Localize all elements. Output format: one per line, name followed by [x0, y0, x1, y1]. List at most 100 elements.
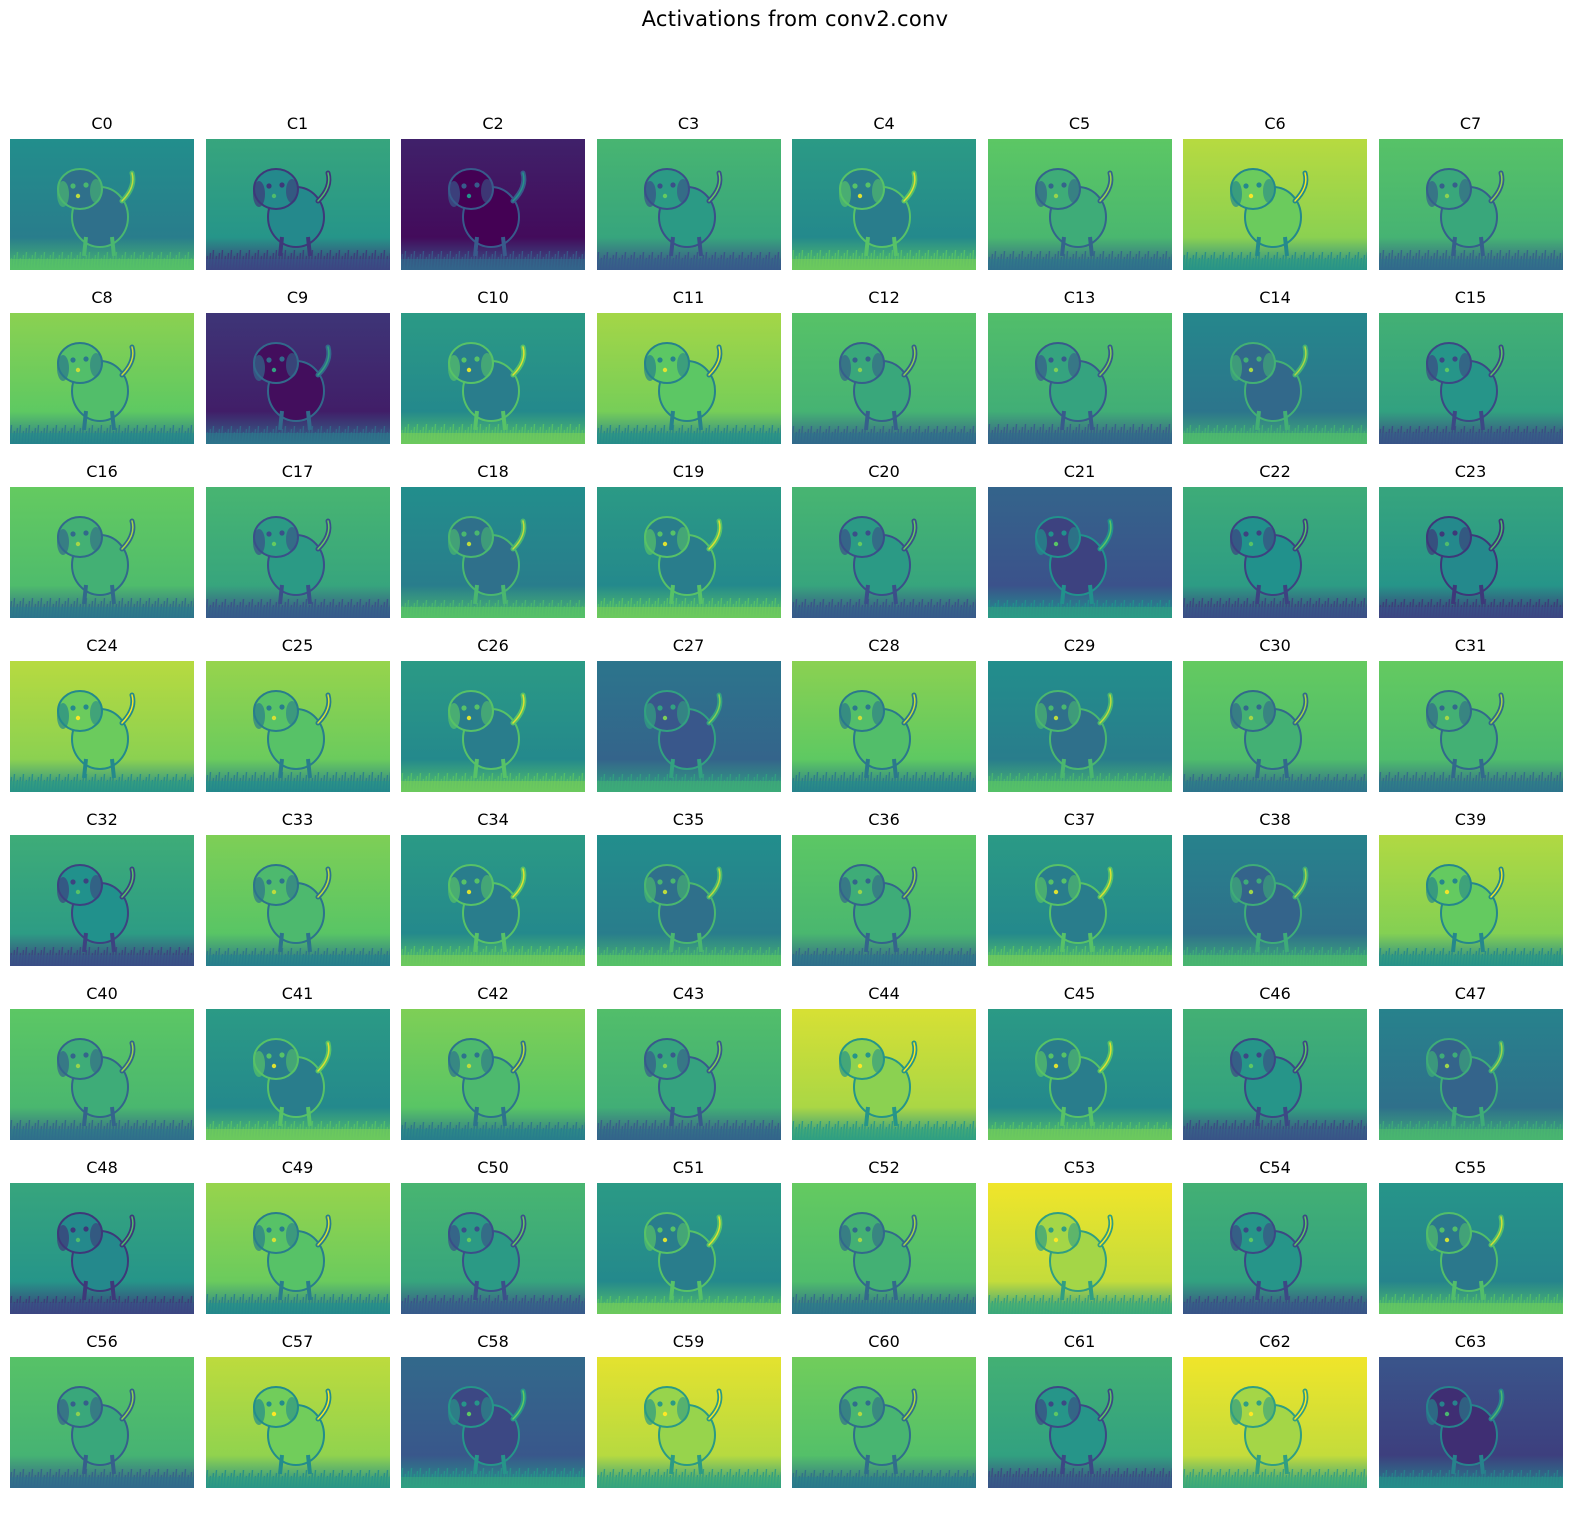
activation-map-image — [596, 487, 781, 618]
activation-map-panel: C46 — [1183, 983, 1367, 1143]
activation-map-panel: C17 — [205, 461, 390, 621]
activation-map-panel: C7 — [1378, 113, 1563, 273]
panel-title: C59 — [672, 1332, 705, 1351]
activation-map-panel: C39 — [1378, 809, 1563, 969]
panel-title: C62 — [1259, 1332, 1291, 1351]
activation-map-panel: C18 — [401, 461, 585, 621]
panel-title: C51 — [672, 1158, 705, 1177]
activation-map-panel: C44 — [792, 983, 976, 1143]
panel-title: C5 — [1068, 114, 1091, 133]
panel-title: C50 — [477, 1158, 509, 1177]
activation-map-panel: C28 — [792, 635, 976, 795]
activation-map-panel: C10 — [401, 287, 585, 447]
activation-map-image — [205, 1183, 390, 1314]
activation-map-image — [205, 661, 390, 792]
panel-title: C33 — [281, 810, 314, 829]
activation-map-panel: C45 — [987, 983, 1172, 1143]
panel-title: C56 — [86, 1332, 118, 1351]
activation-map-image — [1183, 1357, 1367, 1488]
activation-map-panel: C26 — [401, 635, 585, 795]
activation-map-panel: C32 — [10, 809, 194, 969]
activation-map-panel: C42 — [401, 983, 585, 1143]
activation-map-image — [401, 139, 585, 270]
activation-map-panel: C56 — [10, 1331, 194, 1491]
panel-title: C6 — [1264, 114, 1286, 133]
activation-map-panel: C30 — [1183, 635, 1367, 795]
activation-map-image — [401, 1183, 585, 1314]
activation-map-image — [401, 661, 585, 792]
activation-map-panel: C27 — [596, 635, 781, 795]
activation-map-image — [792, 835, 976, 966]
panel-title: C28 — [868, 636, 900, 655]
activation-map-panel: C48 — [10, 1157, 194, 1317]
activation-map-image — [401, 1357, 585, 1488]
activation-map-image — [1378, 835, 1563, 966]
activation-map-image — [1378, 661, 1563, 792]
panel-title: C63 — [1454, 1332, 1487, 1351]
activation-map-panel: C29 — [987, 635, 1172, 795]
panel-title: C3 — [677, 114, 700, 133]
activation-map-panel: C40 — [10, 983, 194, 1143]
activation-map-image — [401, 487, 585, 618]
activation-map-image — [205, 487, 390, 618]
panel-title: C57 — [281, 1332, 314, 1351]
activation-map-image — [205, 835, 390, 966]
activation-map-image — [987, 1357, 1172, 1488]
activation-map-panel: C63 — [1378, 1331, 1563, 1491]
panel-title: C46 — [1259, 984, 1291, 1003]
panel-title: C25 — [281, 636, 314, 655]
activation-map-image — [401, 313, 585, 444]
activation-map-image — [10, 313, 194, 444]
activation-map-image — [792, 661, 976, 792]
panel-title: C1 — [286, 114, 309, 133]
activation-map-panel: C43 — [596, 983, 781, 1143]
panel-title: C11 — [672, 288, 705, 307]
activation-map-image — [1378, 1183, 1563, 1314]
activation-map-panel: C16 — [10, 461, 194, 621]
activation-map-image — [987, 487, 1172, 618]
panel-title: C9 — [286, 288, 309, 307]
panel-title: C16 — [86, 462, 118, 481]
panel-title: C39 — [1454, 810, 1487, 829]
panel-title: C24 — [86, 636, 118, 655]
activation-map-image — [596, 313, 781, 444]
activation-map-panel: C36 — [792, 809, 976, 969]
activation-map-image — [987, 313, 1172, 444]
panel-title: C58 — [477, 1332, 509, 1351]
activation-map-image — [205, 1009, 390, 1140]
activation-map-image — [10, 1357, 194, 1488]
activation-map-panel: C5 — [987, 113, 1172, 273]
activation-map-panel: C61 — [987, 1331, 1172, 1491]
activation-map-image — [792, 1357, 976, 1488]
activation-grid: C0 C1 C2 C3 C4 C5 C6 C7 C8 C9 C10 C11 C12 C13 C14 C15 C1… — [10, 113, 1584, 1513]
activation-map-panel: C37 — [987, 809, 1172, 969]
panel-title: C34 — [477, 810, 509, 829]
activation-map-panel: C47 — [1378, 983, 1563, 1143]
activation-map-panel: C12 — [792, 287, 976, 447]
activation-map-panel: C20 — [792, 461, 976, 621]
activation-map-image — [987, 1183, 1172, 1314]
panel-title: C47 — [1454, 984, 1487, 1003]
panel-title: C42 — [477, 984, 509, 1003]
panel-title: C44 — [868, 984, 900, 1003]
activation-map-image — [596, 139, 781, 270]
activation-map-image — [1378, 1009, 1563, 1140]
panel-title: C41 — [281, 984, 314, 1003]
activation-map-image — [792, 1009, 976, 1140]
activation-map-panel: C35 — [596, 809, 781, 969]
panel-title: C4 — [873, 114, 895, 133]
activation-map-image — [596, 661, 781, 792]
activation-map-panel: C14 — [1183, 287, 1367, 447]
panel-title: C2 — [482, 114, 504, 133]
panel-title: C8 — [91, 288, 113, 307]
activation-map-panel: C41 — [205, 983, 390, 1143]
panel-title: C45 — [1063, 984, 1096, 1003]
activation-map-panel: C60 — [792, 1331, 976, 1491]
panel-title: C23 — [1454, 462, 1487, 481]
panel-title: C18 — [477, 462, 509, 481]
activation-map-panel: C54 — [1183, 1157, 1367, 1317]
panel-title: C48 — [86, 1158, 118, 1177]
activation-map-image — [1183, 487, 1367, 618]
activation-map-panel: C25 — [205, 635, 390, 795]
activation-map-image — [596, 835, 781, 966]
